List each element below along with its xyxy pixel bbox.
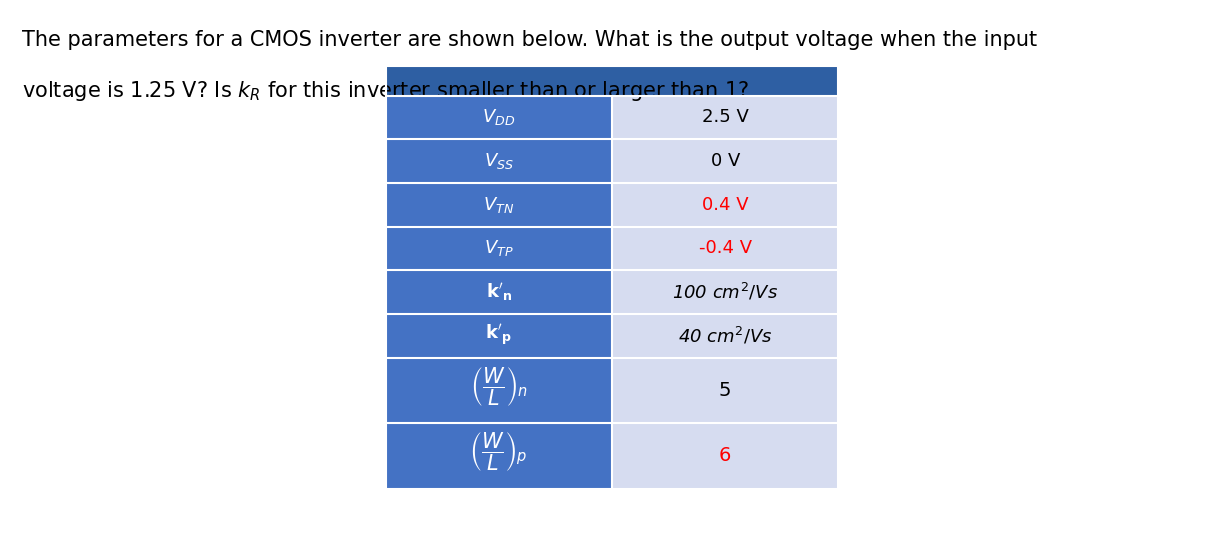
Text: The parameters for a CMOS inverter are shown below. What is the output voltage w: The parameters for a CMOS inverter are s… <box>22 30 1037 50</box>
Text: 40 $cm^2/Vs$: 40 $cm^2/Vs$ <box>678 325 772 346</box>
Text: $\mathbf{k'_p}$: $\mathbf{k'_p}$ <box>486 323 512 348</box>
Text: -0.4 V: -0.4 V <box>699 240 752 257</box>
Text: $V_{DD}$: $V_{DD}$ <box>482 108 515 127</box>
Text: voltage is 1.25 V? Is $k_R$ for this inverter smaller than or larger than 1?: voltage is 1.25 V? Is $k_R$ for this inv… <box>22 79 749 103</box>
Text: 100 $cm^2/Vs$: 100 $cm^2/Vs$ <box>672 282 778 302</box>
Text: $V_{TP}$: $V_{TP}$ <box>483 239 514 258</box>
Text: $\left(\dfrac{W}{L}\right)_p$: $\left(\dfrac{W}{L}\right)_p$ <box>470 430 528 473</box>
Text: 0.4 V: 0.4 V <box>701 196 749 213</box>
Text: 2.5 V: 2.5 V <box>701 109 749 126</box>
Text: $\mathbf{k'_n}$: $\mathbf{k'_n}$ <box>486 281 512 303</box>
Text: $\left(\dfrac{W}{L}\right)_n$: $\left(\dfrac{W}{L}\right)_n$ <box>470 365 528 407</box>
Text: $V_{SS}$: $V_{SS}$ <box>483 151 514 171</box>
Text: 6: 6 <box>718 447 732 465</box>
Text: 0 V: 0 V <box>711 152 739 170</box>
Text: 5: 5 <box>718 381 732 400</box>
Text: $V_{TN}$: $V_{TN}$ <box>483 195 514 215</box>
